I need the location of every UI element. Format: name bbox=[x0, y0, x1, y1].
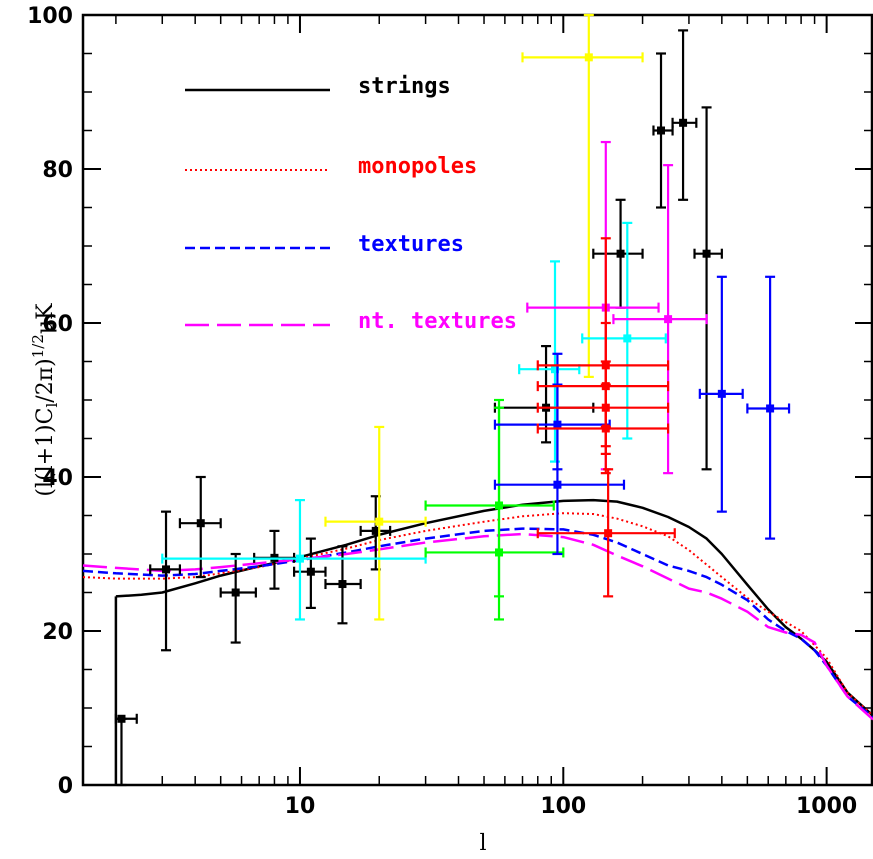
y-axis-title-sup: 1/2 bbox=[29, 334, 47, 358]
series-line-textures bbox=[82, 527, 873, 719]
y-axis-title: (l(l+1)Cl/2π)1/2μK bbox=[29, 303, 61, 497]
y-tick-label: 60 bbox=[42, 312, 73, 337]
x-tick-label: 100 bbox=[540, 794, 586, 819]
error-point bbox=[493, 383, 611, 471]
x-tick-label: 1000 bbox=[796, 794, 857, 819]
data-marker bbox=[162, 565, 171, 574]
error-point bbox=[652, 52, 674, 209]
legend-label: strings bbox=[358, 74, 451, 99]
y-tick-label: 20 bbox=[42, 620, 73, 645]
error-point bbox=[536, 383, 670, 475]
error-point bbox=[693, 106, 723, 471]
data-marker bbox=[196, 519, 205, 528]
series-line-monopoles bbox=[82, 512, 873, 717]
data-marker bbox=[231, 588, 240, 597]
series-line-strings bbox=[115, 498, 873, 717]
error-point bbox=[178, 475, 222, 579]
data-marker bbox=[371, 526, 380, 535]
data-marker bbox=[616, 249, 625, 258]
data-marker bbox=[623, 334, 632, 343]
data-marker bbox=[604, 529, 613, 538]
error-point bbox=[592, 198, 644, 309]
data-marker bbox=[338, 580, 347, 589]
error-point bbox=[359, 495, 392, 571]
x-axis-title: l bbox=[479, 831, 486, 856]
error-point bbox=[746, 275, 791, 540]
error-point bbox=[292, 537, 327, 610]
y-tick-label: 0 bbox=[58, 774, 73, 799]
error-point bbox=[161, 499, 427, 621]
legend-label: nt. textures bbox=[358, 309, 517, 334]
data-marker bbox=[657, 126, 666, 135]
x-tick-label: 10 bbox=[285, 794, 316, 819]
data-marker bbox=[601, 424, 610, 433]
y-tick-label: 80 bbox=[42, 158, 73, 183]
data-marker bbox=[664, 315, 673, 324]
error-point bbox=[424, 406, 565, 598]
error-point bbox=[698, 275, 744, 513]
data-marker bbox=[702, 249, 711, 258]
legend-label: textures bbox=[358, 232, 464, 257]
data-marker bbox=[550, 365, 559, 374]
data-marker bbox=[375, 517, 384, 526]
data-marker bbox=[495, 548, 504, 557]
y-axis-title-sub: l bbox=[43, 403, 61, 408]
data-marker bbox=[117, 714, 126, 723]
plot-frame bbox=[81, 13, 873, 787]
error-point bbox=[219, 552, 257, 644]
data-marker bbox=[553, 480, 562, 489]
error-point bbox=[612, 164, 708, 475]
model-curves bbox=[82, 498, 873, 785]
error-point bbox=[114, 713, 138, 787]
error-point bbox=[521, 13, 644, 378]
y-tick-label: 100 bbox=[27, 4, 73, 29]
error-point bbox=[518, 260, 581, 463]
data-points bbox=[114, 13, 791, 787]
y-axis-title-tail: /2π) bbox=[33, 358, 58, 402]
plot-border bbox=[81, 13, 873, 787]
axis-ticks: 0 20 40 60 80 100 10 100 1000 bbox=[27, 4, 873, 819]
data-marker bbox=[766, 404, 775, 413]
y-tick-label: 40 bbox=[42, 466, 73, 491]
error-point bbox=[324, 425, 427, 621]
y-axis-title-main: (l(l+1)C bbox=[33, 408, 58, 497]
error-point bbox=[581, 221, 667, 440]
data-marker bbox=[584, 53, 593, 62]
data-marker bbox=[306, 567, 315, 576]
y-axis-title-unit: μK bbox=[33, 303, 58, 334]
legend: strings monopoles textures nt. textures bbox=[185, 74, 517, 334]
error-point bbox=[149, 510, 182, 652]
error-point bbox=[671, 29, 698, 201]
error-point bbox=[536, 468, 676, 598]
data-marker bbox=[679, 118, 688, 127]
series-line-nt-textures bbox=[82, 532, 873, 721]
legend-label: monopoles bbox=[358, 154, 477, 179]
data-marker bbox=[295, 554, 304, 563]
data-marker bbox=[553, 420, 562, 429]
data-marker bbox=[717, 389, 726, 398]
